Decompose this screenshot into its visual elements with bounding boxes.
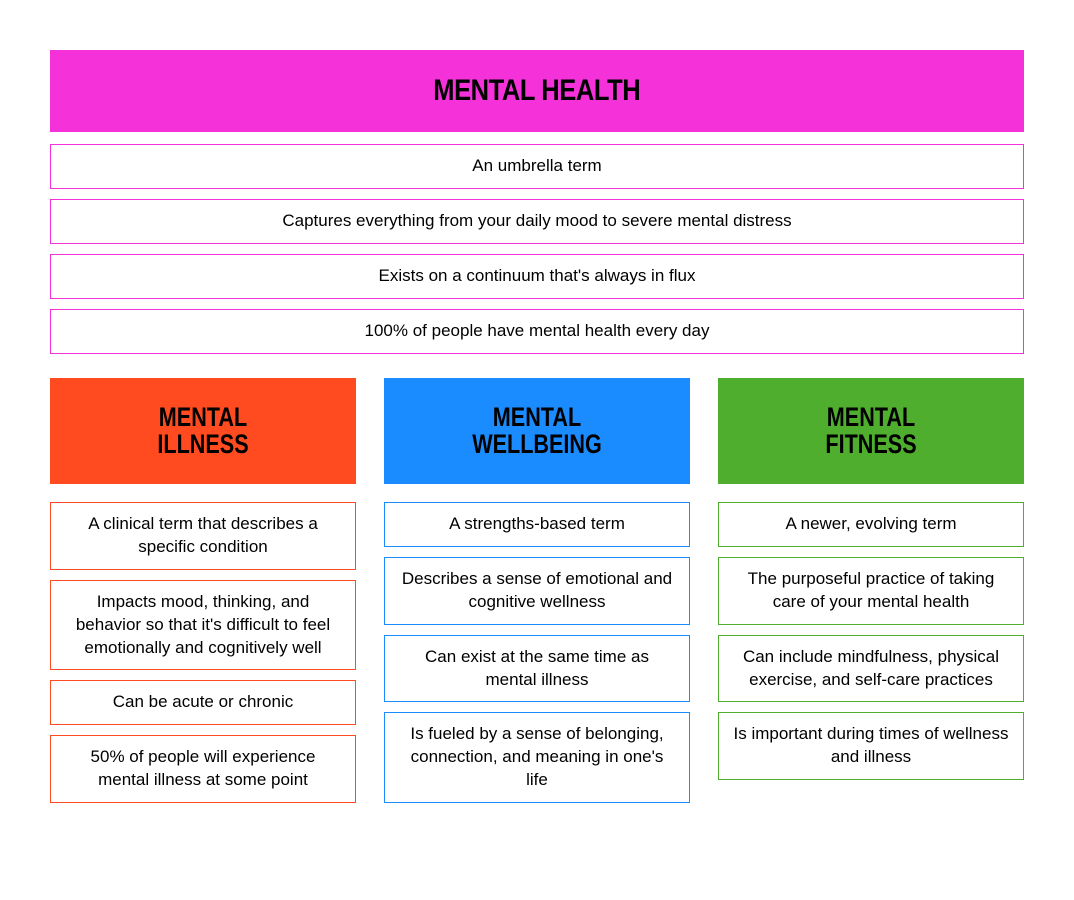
main-item: An umbrella term	[50, 144, 1024, 189]
main-item: Exists on a continuum that's always in f…	[50, 254, 1024, 299]
column-item: A newer, evolving term	[718, 502, 1024, 547]
column-title-line1: MENTAL	[757, 404, 986, 431]
columns-container: MENTALILLNESSA clinical term that descri…	[50, 378, 1024, 814]
column-items-mental-wellbeing: A strengths-based term Describes a sense …	[384, 502, 690, 814]
column-item: Can include mindfulness, physical exerci…	[718, 635, 1024, 703]
column-items-mental-illness: A clinical term that describes a specifi…	[50, 502, 356, 814]
column-mental-wellbeing: MENTALWELLBEING A strengths-based term Des…	[384, 378, 690, 814]
main-item: Captures everything from your daily mood…	[50, 199, 1024, 244]
main-header-title: MENTAL HEALTH	[434, 74, 641, 108]
column-item: Is fueled by a sense of belonging, conne…	[384, 712, 690, 803]
column-title-line2: FITNESS	[757, 431, 986, 458]
column-items-mental-fitness: A newer, evolving term The purposeful pra…	[718, 502, 1024, 791]
column-title-line2: WELLBEING	[423, 431, 652, 458]
column-item: Can be acute or chronic	[50, 680, 356, 725]
column-header-mental-wellbeing: MENTALWELLBEING	[384, 378, 690, 484]
main-header-banner: MENTAL HEALTH	[50, 50, 1024, 132]
column-item: Can exist at the same time as mental ill…	[384, 635, 690, 703]
column-title-line1: MENTAL	[89, 404, 318, 431]
column-item: A strengths-based term	[384, 502, 690, 547]
column-item: A clinical term that describes a specifi…	[50, 502, 356, 570]
column-item: 50% of people will experience mental ill…	[50, 735, 356, 803]
column-title-line1: MENTAL	[423, 404, 652, 431]
column-title-line2: ILLNESS	[89, 431, 318, 458]
column-mental-fitness: MENTALFITNESS A newer, evolving term The p…	[718, 378, 1024, 814]
column-item: Describes a sense of emotional and cogni…	[384, 557, 690, 625]
column-mental-illness: MENTALILLNESS A clinical term that descri…	[50, 378, 356, 814]
column-header-mental-fitness: MENTALFITNESS	[718, 378, 1024, 484]
main-items: An umbrella term Captures everything from…	[50, 144, 1024, 354]
column-item: Is important during times of wellness an…	[718, 712, 1024, 780]
column-item: The purposeful practice of taking care o…	[718, 557, 1024, 625]
column-item: Impacts mood, thinking, and behavior so …	[50, 580, 356, 671]
column-header-mental-illness: MENTALILLNESS	[50, 378, 356, 484]
main-item: 100% of people have mental health every …	[50, 309, 1024, 354]
